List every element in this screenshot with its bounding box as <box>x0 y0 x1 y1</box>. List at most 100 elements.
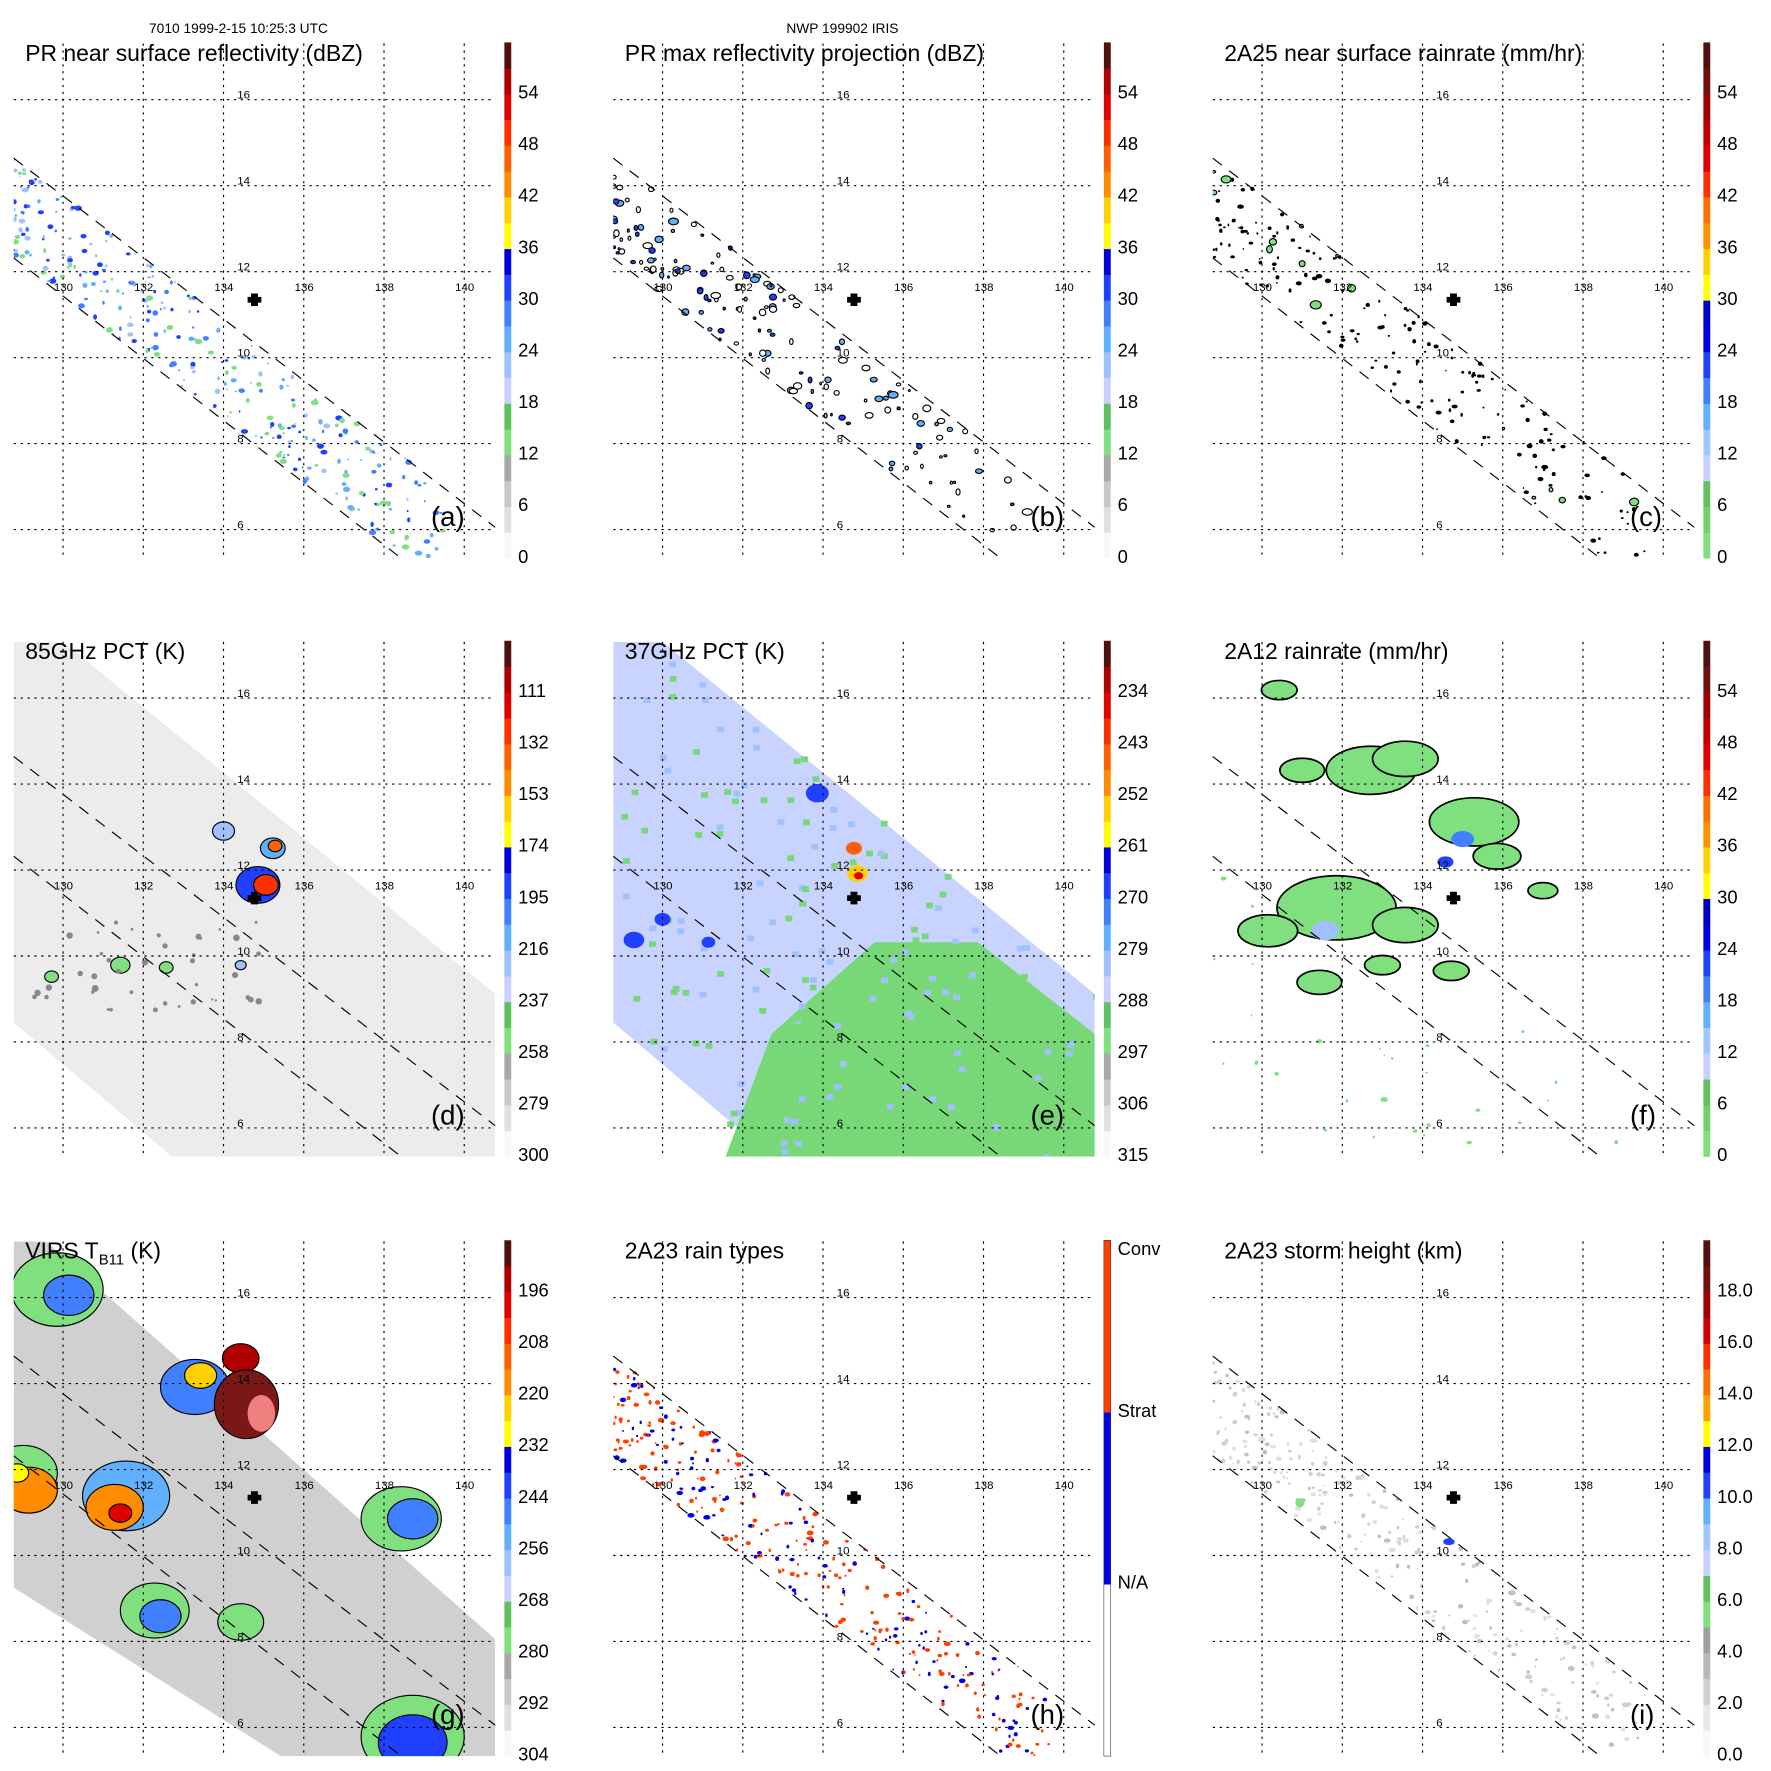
rain-echo <box>1614 1140 1619 1145</box>
rain-area <box>1296 969 1343 996</box>
rain-echo <box>696 287 704 295</box>
colorbar-segment <box>1103 950 1111 977</box>
rain-echo <box>841 1562 846 1567</box>
rain-echo <box>943 1685 949 1689</box>
colorbar-segment <box>1703 743 1711 771</box>
ice-scatter <box>214 999 218 1002</box>
rain-echo <box>159 307 162 311</box>
rain-echo <box>1355 1475 1362 1481</box>
rain-echo <box>224 359 229 362</box>
rain-echo <box>1611 1670 1616 1674</box>
colorbar-segment <box>504 377 512 404</box>
rain-echo <box>949 1614 953 1618</box>
rain-echo <box>1348 1493 1354 1497</box>
rain-echo <box>1430 399 1434 403</box>
rain-echo <box>216 329 221 333</box>
pixel <box>705 1043 713 1049</box>
rain-echo <box>1558 496 1566 504</box>
pixel <box>966 1137 974 1144</box>
lat-label: 8 <box>836 1631 844 1644</box>
rain-echo <box>819 381 823 386</box>
rain-echo <box>403 457 407 460</box>
rain-echo <box>788 387 799 395</box>
rain-echo <box>1433 1610 1438 1613</box>
lon-label: 130 <box>653 1479 673 1493</box>
rain-echo <box>817 1556 821 1560</box>
rain-echo <box>1308 1486 1311 1491</box>
rain-echo <box>798 371 804 375</box>
colorbar-tick-label: 8.0 <box>1717 1539 1743 1559</box>
pixel <box>834 1023 842 1029</box>
lon-label: 130 <box>1252 281 1273 295</box>
graticule <box>1212 1241 1695 1757</box>
pixel <box>733 790 741 797</box>
lat-label: 16 <box>237 89 251 103</box>
rain-echo <box>1235 1379 1240 1384</box>
rain-echo <box>817 1573 821 1578</box>
rain-echo <box>1426 342 1431 347</box>
rain-echo <box>1460 1562 1466 1566</box>
lon-label: 134 <box>1413 281 1433 295</box>
map-field <box>613 1367 1051 1757</box>
rain-echo <box>1584 473 1590 478</box>
rain-echo <box>93 314 98 320</box>
rain-echo <box>937 1653 943 1658</box>
rain-echo <box>24 235 31 241</box>
rain-echo <box>1604 1696 1610 1700</box>
cold-spot <box>845 841 863 855</box>
pixel <box>621 813 629 820</box>
rain-echo <box>734 1534 738 1538</box>
rain-echo <box>1277 256 1280 260</box>
rain-echo <box>892 1668 894 1671</box>
rain-echo <box>1033 1753 1036 1757</box>
rain-echo <box>1246 232 1250 235</box>
colorbar-tick-label: 304 <box>518 1745 549 1766</box>
rain-echo <box>1374 1569 1379 1574</box>
rain-echo <box>1299 321 1303 324</box>
rain-echo <box>832 1556 836 1561</box>
colorbar-tick-label: 300 <box>518 1146 549 1166</box>
colorbar-tick-label: 54 <box>1717 83 1738 104</box>
storm-center-plus-icon <box>847 891 861 905</box>
rain-echo <box>927 1671 931 1677</box>
rain-echo <box>637 223 645 231</box>
panel-title: PR near surface reflectivity (dBZ) <box>25 41 363 67</box>
rain-echo <box>1415 362 1418 366</box>
rain-echo <box>837 1619 843 1625</box>
rain-echo <box>1372 1135 1375 1139</box>
cloud-region <box>377 1714 448 1757</box>
rain-echo <box>639 259 644 265</box>
rain-echo <box>310 400 319 406</box>
lon-label: 130 <box>653 880 673 893</box>
rain-echo <box>1311 1486 1315 1489</box>
rain-echo <box>919 463 924 470</box>
rain-echo <box>59 195 63 198</box>
rain-echo <box>667 217 680 226</box>
panel-letter: (d) <box>431 1100 465 1132</box>
rain-echo <box>342 473 350 479</box>
colorbar-segment <box>504 872 512 900</box>
rain-echo <box>825 1613 828 1618</box>
rain-echo <box>1232 1462 1235 1465</box>
ice-scatter <box>130 927 134 931</box>
pixel <box>1009 1139 1017 1145</box>
rain-echo <box>803 1542 807 1546</box>
rain-echo <box>1371 1500 1376 1505</box>
rain-echo <box>634 231 640 238</box>
rain-echo <box>1570 1680 1575 1684</box>
case-id: NWP 199902 IRIS <box>786 20 899 37</box>
rain-echo <box>924 1648 931 1653</box>
rain-echo <box>654 235 664 244</box>
rain-echo <box>788 1585 792 1589</box>
pixel <box>752 726 760 733</box>
rain-echo <box>1001 1718 1006 1723</box>
rain-area <box>1371 906 1439 944</box>
rain-echo <box>1338 255 1342 260</box>
rain-echo <box>965 1642 970 1646</box>
rain-echo <box>37 210 44 215</box>
lon-label: 130 <box>1252 880 1273 893</box>
rain-echo <box>68 262 73 268</box>
rain-echo <box>962 1673 965 1677</box>
rain-echo <box>1374 359 1378 362</box>
rain-echo <box>1631 507 1636 512</box>
